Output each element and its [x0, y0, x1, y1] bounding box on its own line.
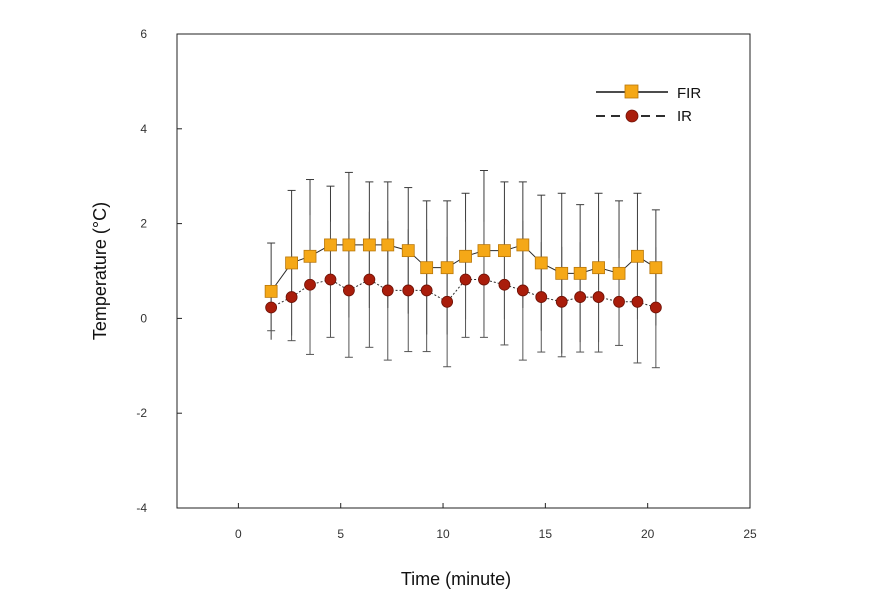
data-point-fir	[285, 256, 299, 270]
data-point-fir	[420, 261, 434, 275]
data-point-ir	[631, 295, 644, 308]
x-tick-label: 0	[235, 527, 242, 541]
data-point-fir	[324, 238, 337, 252]
data-point-ir	[592, 291, 605, 303]
data-point-fir	[477, 244, 491, 258]
data-point-ir	[381, 284, 394, 297]
data-point-ir	[649, 301, 662, 314]
data-point-ir	[363, 273, 376, 286]
y-tick-label: 4	[140, 122, 147, 136]
legend-marker-fir	[624, 84, 639, 99]
plot-frame	[176, 33, 751, 509]
data-point-ir	[613, 295, 625, 308]
series-line-ir	[270, 278, 657, 308]
data-point-ir	[535, 291, 548, 303]
data-point-fir	[649, 261, 663, 275]
legend-marker-ir	[625, 109, 639, 123]
y-tick-label: 6	[140, 27, 147, 41]
x-tick-label: 25	[743, 527, 757, 541]
data-point-ir	[441, 295, 454, 308]
data-point-fir	[342, 238, 356, 252]
legend-item-ir: IR	[596, 108, 692, 125]
x-tick-label: 5	[337, 527, 344, 541]
data-point-fir	[592, 261, 605, 275]
axis-ticks: 0 5 10 15 20 25 -4 -2 0 2 4 6	[136, 27, 757, 541]
y-tick-label: -2	[136, 406, 147, 420]
data-point-fir	[516, 238, 530, 252]
data-point-fir	[401, 244, 415, 258]
data-point-fir	[362, 238, 376, 252]
x-tick-label: 10	[436, 527, 450, 541]
data-point-fir	[264, 284, 278, 298]
data-point-fir	[555, 266, 569, 280]
data-point-fir	[631, 249, 644, 263]
series-ir	[265, 273, 662, 314]
y-axis-title: Temperature (°C)	[90, 202, 110, 340]
legend: FIR IR	[596, 84, 701, 125]
data-point-ir	[498, 278, 511, 291]
data-point-ir	[285, 291, 298, 303]
legend-item-fir: FIR	[596, 84, 701, 102]
data-point-fir	[440, 261, 454, 275]
data-point-ir	[555, 295, 568, 308]
x-axis-title: Time (minute)	[401, 569, 511, 589]
series-fir	[264, 238, 663, 298]
y-tick-label: 2	[140, 217, 147, 231]
data-point-ir	[516, 284, 529, 297]
y-tick-label: 0	[140, 311, 147, 325]
data-point-ir	[420, 284, 433, 297]
x-tick-label: 15	[539, 527, 553, 541]
data-point-fir	[459, 249, 472, 263]
data-point-ir	[304, 278, 316, 291]
data-point-ir	[402, 284, 415, 297]
legend-label-fir: FIR	[677, 85, 701, 102]
legend-label-ir: IR	[677, 108, 692, 125]
data-point-ir	[478, 273, 490, 286]
data-point-fir	[381, 238, 395, 252]
data-point-fir	[573, 266, 587, 280]
data-point-fir	[612, 266, 626, 280]
y-tick-label: -4	[136, 501, 147, 515]
data-point-fir	[498, 244, 511, 258]
data-series	[264, 238, 663, 314]
data-point-ir	[459, 273, 472, 286]
data-point-ir	[265, 301, 278, 314]
data-point-ir	[324, 273, 337, 286]
data-point-ir	[342, 284, 355, 297]
data-point-fir	[303, 249, 317, 263]
data-point-fir	[534, 256, 548, 270]
x-tick-label: 20	[641, 527, 655, 541]
data-point-ir	[574, 291, 587, 303]
